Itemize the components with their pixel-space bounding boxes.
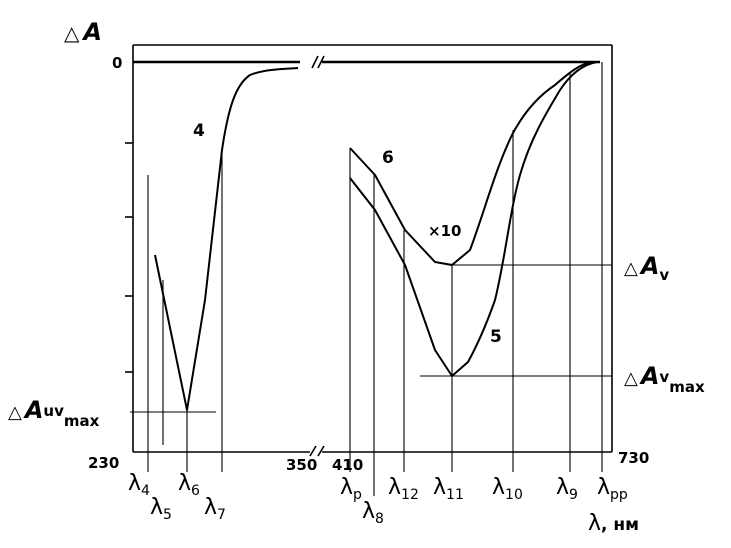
wavelength-label: λр bbox=[340, 475, 362, 503]
curve-label: 5 bbox=[490, 327, 502, 347]
annotation: △ Avmax bbox=[624, 362, 705, 396]
wavelength-label: λрр bbox=[597, 475, 628, 503]
x-tick-label: 230 bbox=[88, 454, 119, 472]
y-axis-label: △ A bbox=[64, 18, 102, 46]
wavelength-label: λ5 bbox=[150, 495, 172, 523]
wavelength-label: λ12 bbox=[388, 475, 419, 503]
curve-label: 4 bbox=[193, 121, 205, 141]
annotation: △ Auvmax bbox=[8, 396, 100, 430]
wavelength-label: λ4 bbox=[128, 471, 150, 499]
wavelength-label: λ7 bbox=[204, 495, 226, 523]
wavelength-label: λ10 bbox=[492, 475, 523, 503]
wavelength-label: λ11 bbox=[433, 475, 464, 503]
curve-4 bbox=[154, 67, 299, 411]
x-tick-label: 410 bbox=[332, 456, 363, 474]
curve-label: 6 bbox=[382, 148, 394, 168]
zero-label: 0 bbox=[112, 54, 122, 72]
frame bbox=[125, 44, 613, 457]
scale-note: ×10 bbox=[428, 222, 461, 240]
wavelength-label: λ8 bbox=[362, 499, 384, 527]
wavelength-label: λ6 bbox=[178, 471, 200, 499]
x-axis-label: λ, нм bbox=[588, 511, 639, 536]
curve-6 bbox=[349, 61, 593, 266]
wavelength-label: λ9 bbox=[556, 475, 578, 503]
curve-5 bbox=[349, 61, 598, 377]
annotation: △ Av bbox=[624, 252, 669, 284]
x-tick-label: 350 bbox=[286, 456, 317, 474]
guide-lines bbox=[130, 62, 612, 496]
x-tick-label: 730 bbox=[618, 449, 649, 467]
